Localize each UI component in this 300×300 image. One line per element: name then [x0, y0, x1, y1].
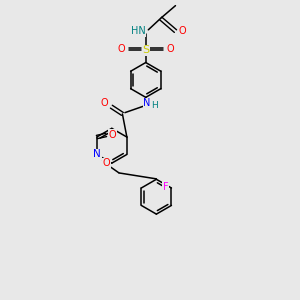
Text: O: O [167, 44, 174, 54]
Text: S: S [142, 45, 149, 55]
Text: F: F [163, 182, 168, 192]
Text: N: N [143, 98, 151, 108]
Text: H: H [151, 101, 158, 110]
Text: O: O [178, 26, 186, 36]
Text: N: N [93, 149, 101, 160]
Text: O: O [103, 158, 110, 168]
Text: O: O [118, 44, 125, 54]
Text: O: O [108, 130, 116, 140]
Text: HN: HN [131, 26, 146, 36]
Text: O: O [100, 98, 108, 108]
